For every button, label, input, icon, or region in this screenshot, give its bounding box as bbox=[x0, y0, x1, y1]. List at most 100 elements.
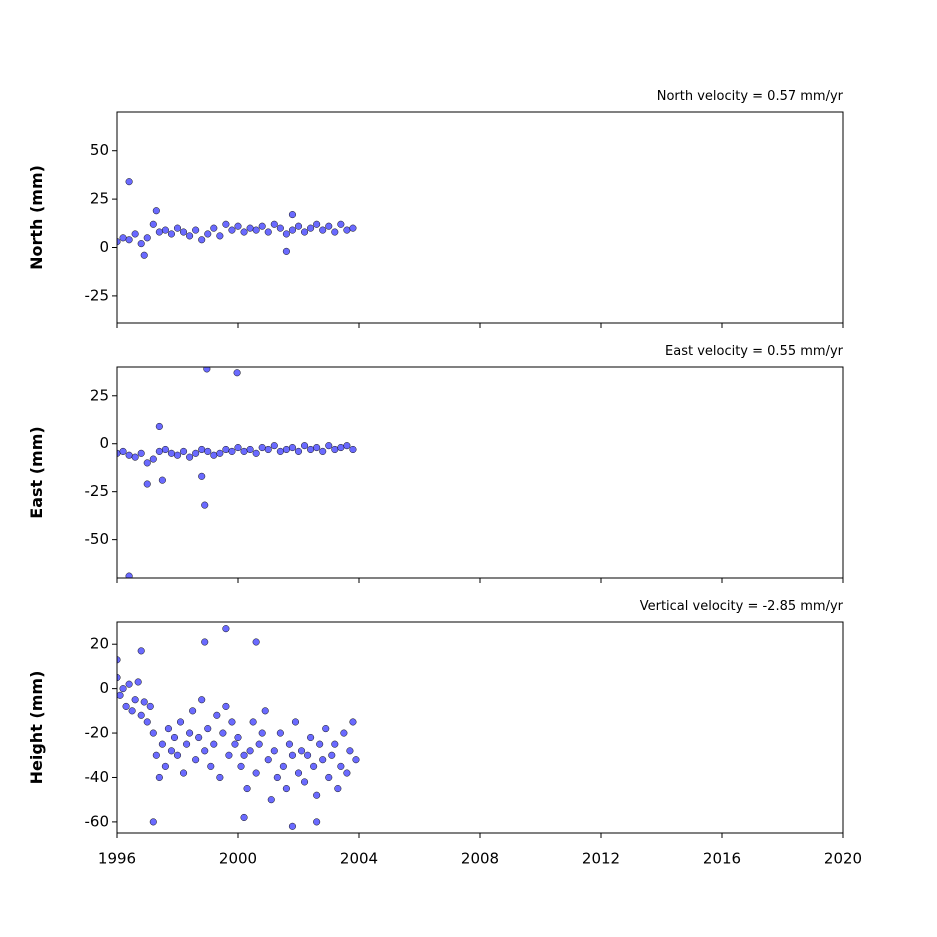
point bbox=[192, 226, 200, 234]
x-tick-label: 2004 bbox=[340, 850, 378, 868]
point bbox=[216, 232, 224, 240]
point bbox=[288, 211, 297, 219]
point bbox=[337, 220, 345, 228]
point bbox=[267, 796, 275, 804]
point bbox=[149, 220, 157, 228]
point bbox=[264, 445, 272, 454]
point bbox=[307, 224, 315, 232]
point bbox=[325, 222, 333, 230]
point bbox=[137, 449, 145, 457]
point bbox=[167, 230, 175, 238]
point bbox=[222, 625, 230, 633]
y-tick-label: -40 bbox=[85, 768, 110, 786]
point bbox=[140, 698, 148, 706]
y-tick-label: -25 bbox=[85, 482, 110, 500]
point bbox=[216, 449, 224, 457]
point bbox=[313, 818, 321, 826]
point bbox=[125, 236, 133, 244]
point bbox=[149, 818, 157, 826]
point bbox=[316, 740, 324, 748]
point bbox=[349, 224, 357, 232]
point bbox=[158, 740, 166, 748]
point bbox=[128, 707, 136, 715]
panel-title: Vertical velocity = -2.85 mm/yr bbox=[640, 599, 844, 614]
point bbox=[328, 751, 336, 759]
point bbox=[297, 747, 306, 755]
panel-title: North velocity = 0.57 mm/yr bbox=[657, 89, 844, 104]
point bbox=[155, 228, 163, 236]
point bbox=[322, 725, 330, 733]
point bbox=[240, 447, 248, 455]
point bbox=[180, 228, 188, 236]
point bbox=[119, 685, 127, 693]
point bbox=[117, 656, 121, 664]
point bbox=[122, 702, 130, 710]
point bbox=[225, 751, 233, 759]
point bbox=[210, 740, 218, 748]
point bbox=[222, 702, 230, 710]
point bbox=[319, 447, 327, 455]
point bbox=[210, 224, 218, 232]
point bbox=[222, 220, 230, 228]
point bbox=[228, 718, 236, 726]
point bbox=[189, 707, 197, 715]
point bbox=[216, 773, 224, 782]
point bbox=[294, 447, 303, 455]
point bbox=[167, 449, 175, 457]
point bbox=[219, 729, 227, 737]
point bbox=[117, 238, 121, 246]
point bbox=[325, 773, 333, 782]
point bbox=[161, 762, 169, 770]
point bbox=[294, 769, 303, 777]
point bbox=[301, 778, 309, 786]
x-tick-label: 2012 bbox=[582, 850, 620, 868]
point bbox=[198, 445, 206, 454]
point bbox=[246, 224, 254, 232]
point bbox=[234, 444, 242, 452]
point bbox=[198, 472, 206, 480]
point bbox=[270, 747, 278, 755]
point bbox=[131, 230, 139, 238]
point bbox=[125, 451, 133, 459]
point bbox=[240, 751, 248, 759]
point bbox=[246, 445, 254, 454]
point bbox=[222, 445, 230, 454]
point bbox=[343, 769, 351, 777]
point bbox=[228, 447, 236, 455]
point bbox=[337, 444, 345, 452]
point bbox=[264, 756, 272, 764]
point bbox=[252, 449, 260, 457]
point bbox=[276, 729, 284, 737]
point bbox=[246, 747, 254, 755]
point bbox=[155, 447, 163, 455]
point bbox=[279, 762, 287, 770]
point bbox=[131, 453, 139, 461]
point bbox=[186, 729, 194, 737]
panel: East velocity = 0.55 mm/yr East (mm) -50 -2… bbox=[27, 344, 844, 583]
point bbox=[258, 444, 266, 452]
point bbox=[288, 751, 297, 759]
point bbox=[117, 673, 121, 682]
point bbox=[119, 234, 127, 242]
point bbox=[137, 711, 145, 719]
y-tick-label: 20 bbox=[90, 635, 109, 653]
point bbox=[204, 230, 212, 238]
point bbox=[203, 367, 211, 373]
y-tick-label: 50 bbox=[90, 141, 109, 159]
point bbox=[319, 756, 327, 764]
point bbox=[319, 226, 327, 234]
point bbox=[192, 449, 200, 457]
point bbox=[340, 729, 348, 737]
point bbox=[285, 740, 293, 748]
point bbox=[155, 773, 163, 782]
point bbox=[282, 230, 290, 238]
point bbox=[258, 222, 266, 230]
point bbox=[249, 718, 257, 726]
point bbox=[349, 718, 357, 726]
point bbox=[261, 707, 269, 715]
point bbox=[307, 445, 315, 454]
point bbox=[207, 762, 215, 770]
point bbox=[170, 733, 179, 742]
point bbox=[164, 725, 172, 733]
